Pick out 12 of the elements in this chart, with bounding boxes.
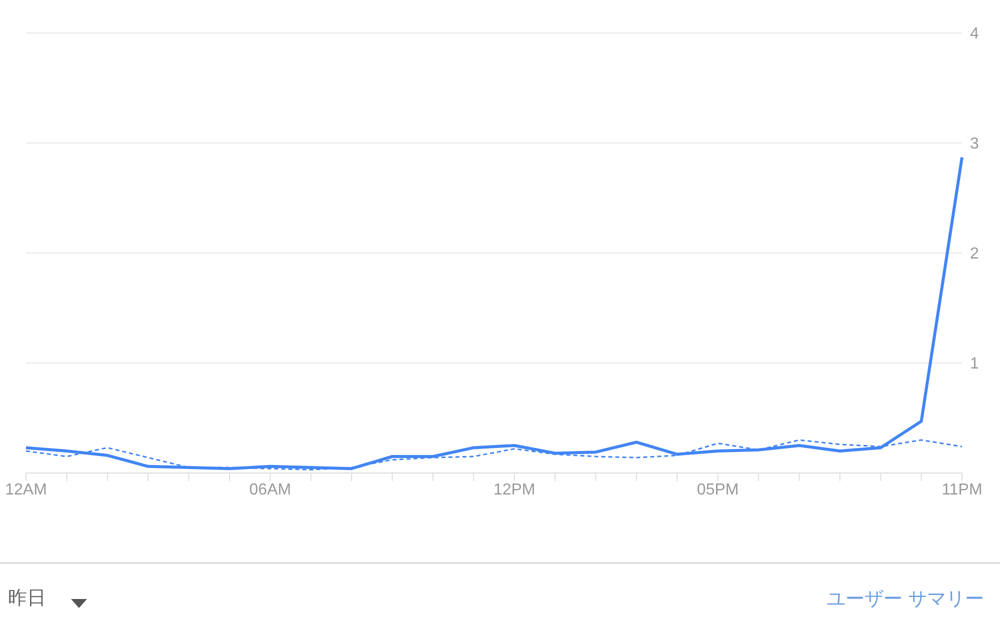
- x-tick-label: 12AM: [5, 481, 47, 498]
- text: ユーザー サマリー: [826, 588, 984, 612]
- y-tick-label: 2: [970, 246, 979, 263]
- x-tick-label: 06AM: [249, 481, 292, 498]
- y-tick-label: 1: [970, 356, 979, 373]
- x-tick-label: 05PM: [696, 481, 739, 498]
- y-tick-label: 3: [970, 136, 979, 153]
- x-tick-label: 11PM: [942, 481, 982, 498]
- text: 昨日: [8, 587, 46, 611]
- line-series: [24, 156, 964, 470]
- y-tick-label: 4: [970, 26, 979, 43]
- x-tick-label: 12PM: [493, 481, 536, 498]
